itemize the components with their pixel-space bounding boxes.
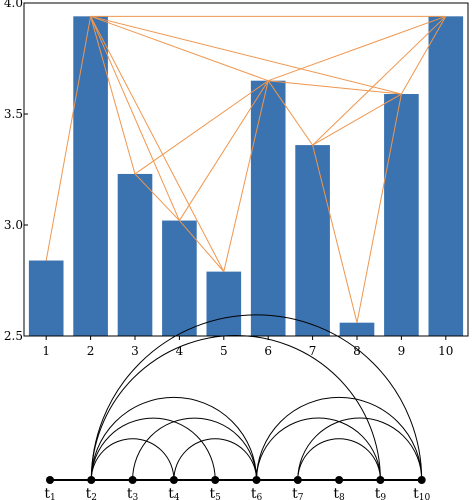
visibility-edge-4-6 bbox=[178, 80, 269, 221]
arc-6-9 bbox=[256, 417, 381, 481]
node-label-8: t8 bbox=[333, 486, 345, 500]
node-3 bbox=[128, 476, 137, 484]
bar-3 bbox=[117, 173, 153, 336]
visibility-edge-5-6 bbox=[223, 80, 269, 272]
node-label-5: t5 bbox=[210, 486, 222, 500]
node-7 bbox=[293, 476, 302, 484]
x-tick-label-7: 7 bbox=[309, 344, 317, 358]
bar-4 bbox=[162, 220, 197, 336]
node-10 bbox=[417, 476, 426, 484]
node-labels-layer: t1 t2 t3 t4 t5 t6 t7 t8 t9 t10 bbox=[44, 486, 430, 500]
node-2 bbox=[87, 476, 96, 484]
visibility-graph: t1 t2 t3 t4 t5 t6 t7 t8 t9 t10 bbox=[44, 314, 431, 500]
x-axis: 1 2 3 4 5 6 7 8 9 10 bbox=[42, 336, 453, 358]
bar-1 bbox=[28, 260, 64, 336]
x-tick-label-8: 8 bbox=[353, 344, 361, 358]
node-label-10: t10 bbox=[413, 486, 430, 500]
arcs-layer bbox=[90, 314, 423, 481]
bar-2 bbox=[73, 16, 108, 336]
visibility-edge-7-9 bbox=[312, 93, 402, 146]
node-6 bbox=[252, 476, 261, 484]
x-tick-label-1: 1 bbox=[42, 344, 50, 358]
visibility-edge-8-9 bbox=[356, 93, 402, 323]
arc-6-10 bbox=[256, 396, 423, 481]
bar-10 bbox=[428, 16, 464, 336]
bar-5 bbox=[206, 271, 242, 336]
visibility-edge-6-10 bbox=[268, 15, 446, 82]
node-label-4: t4 bbox=[168, 486, 180, 500]
arc-2-6 bbox=[90, 396, 257, 481]
x-tick-label-10: 10 bbox=[438, 344, 453, 358]
y-axis: 2.5 3.0 3.5 4.0 bbox=[4, 0, 28, 343]
visibility-edge-3-6 bbox=[134, 80, 269, 175]
bar-9 bbox=[384, 94, 419, 337]
bar-7 bbox=[295, 145, 330, 336]
visibility-edge-2-4 bbox=[90, 16, 180, 221]
x-tick-label-5: 5 bbox=[220, 344, 228, 358]
nodes-layer bbox=[46, 476, 426, 484]
y-tick-label: 3.0 bbox=[4, 218, 23, 232]
arc-7-9 bbox=[297, 438, 381, 481]
node-5 bbox=[211, 476, 220, 484]
node-label-9: t9 bbox=[375, 486, 387, 500]
arc-2-9 bbox=[90, 334, 381, 481]
arc-4-6 bbox=[173, 438, 257, 481]
x-tick-label-9: 9 bbox=[398, 344, 406, 358]
node-4 bbox=[169, 476, 178, 484]
visibility-edge-3-4 bbox=[134, 173, 180, 221]
visibility-edges-layer bbox=[45, 15, 447, 323]
visibility-edge-2-3 bbox=[90, 16, 136, 175]
node-9 bbox=[376, 476, 385, 484]
visibility-edge-1-2 bbox=[45, 16, 92, 261]
arc-7-10 bbox=[297, 417, 423, 481]
y-tick-label: 4.0 bbox=[4, 0, 23, 10]
node-label-1: t1 bbox=[44, 486, 55, 500]
visibility-edge-2-6 bbox=[90, 15, 269, 82]
y-tick-label: 3.5 bbox=[4, 107, 23, 121]
visibility-edge-7-8 bbox=[312, 144, 358, 323]
arc-2-5 bbox=[90, 417, 216, 481]
visibility-edge-6-9 bbox=[268, 80, 402, 95]
visibility-edge-9-10 bbox=[400, 16, 447, 95]
bar-chart: 2.5 3.0 3.5 4.0 1 2 3 4 5 6 7 8 9 10 bbox=[4, 0, 469, 358]
visibility-edge-4-5 bbox=[179, 220, 225, 272]
node-1 bbox=[46, 476, 54, 484]
bars-layer bbox=[28, 16, 464, 337]
arc-2-10 bbox=[90, 314, 423, 481]
visibility-edge-6-7 bbox=[267, 80, 314, 146]
bar-8 bbox=[339, 322, 375, 336]
arc-3-6 bbox=[132, 417, 257, 481]
visibility-edge-7-10 bbox=[312, 15, 447, 146]
y-tick-label: 2.5 bbox=[4, 329, 23, 343]
node-label-3: t3 bbox=[127, 486, 139, 500]
node-8 bbox=[335, 476, 344, 484]
node-label-2: t2 bbox=[86, 486, 97, 500]
x-tick-label-6: 6 bbox=[264, 344, 272, 358]
node-label-7: t7 bbox=[292, 486, 304, 500]
x-tick-label-3: 3 bbox=[131, 344, 139, 358]
bar-6 bbox=[250, 80, 286, 336]
visibility-edge-2-9 bbox=[90, 15, 402, 95]
visibility-edge-2-5 bbox=[90, 16, 225, 272]
node-label-6: t6 bbox=[251, 486, 263, 500]
x-tick-label-4: 4 bbox=[176, 344, 184, 358]
arc-2-4 bbox=[90, 438, 175, 481]
x-tick-label-2: 2 bbox=[87, 344, 95, 358]
